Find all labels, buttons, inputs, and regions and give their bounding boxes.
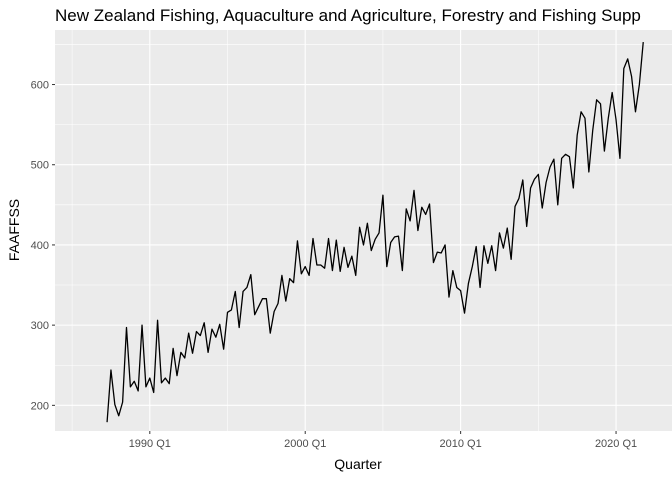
x-axis-tick-labels: 1990 Q1 2000 Q1 2010 Q1 2020 Q1 — [129, 438, 637, 450]
x-tick-label: 2000 Q1 — [284, 438, 326, 450]
axis-ticks — [52, 84, 617, 434]
plot-panel — [55, 30, 672, 431]
y-tick-label: 600 — [31, 80, 49, 92]
x-axis-title: Quarter — [334, 456, 382, 472]
minor-gridlines — [55, 30, 672, 431]
y-axis-title: FAAFFSS — [6, 199, 22, 261]
y-tick-label: 400 — [31, 240, 49, 252]
series-line — [106, 41, 644, 423]
x-tick-label: 2020 Q1 — [595, 438, 637, 450]
chart-title: New Zealand Fishing, Aquaculture and Agr… — [55, 6, 641, 25]
series-layer — [106, 41, 644, 423]
x-tick-label: 2010 Q1 — [440, 438, 482, 450]
x-tick-label: 1990 Q1 — [129, 438, 171, 450]
y-tick-label: 300 — [31, 320, 49, 332]
y-tick-label: 200 — [31, 400, 49, 412]
y-axis-tick-labels: 200 300 400 500 600 — [31, 80, 49, 413]
y-tick-label: 500 — [31, 160, 49, 172]
